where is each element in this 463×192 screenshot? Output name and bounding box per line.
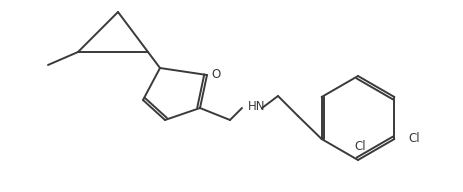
Text: O: O bbox=[211, 68, 220, 80]
Text: Cl: Cl bbox=[408, 132, 420, 146]
Text: HN: HN bbox=[248, 100, 265, 113]
Text: Cl: Cl bbox=[354, 140, 366, 152]
